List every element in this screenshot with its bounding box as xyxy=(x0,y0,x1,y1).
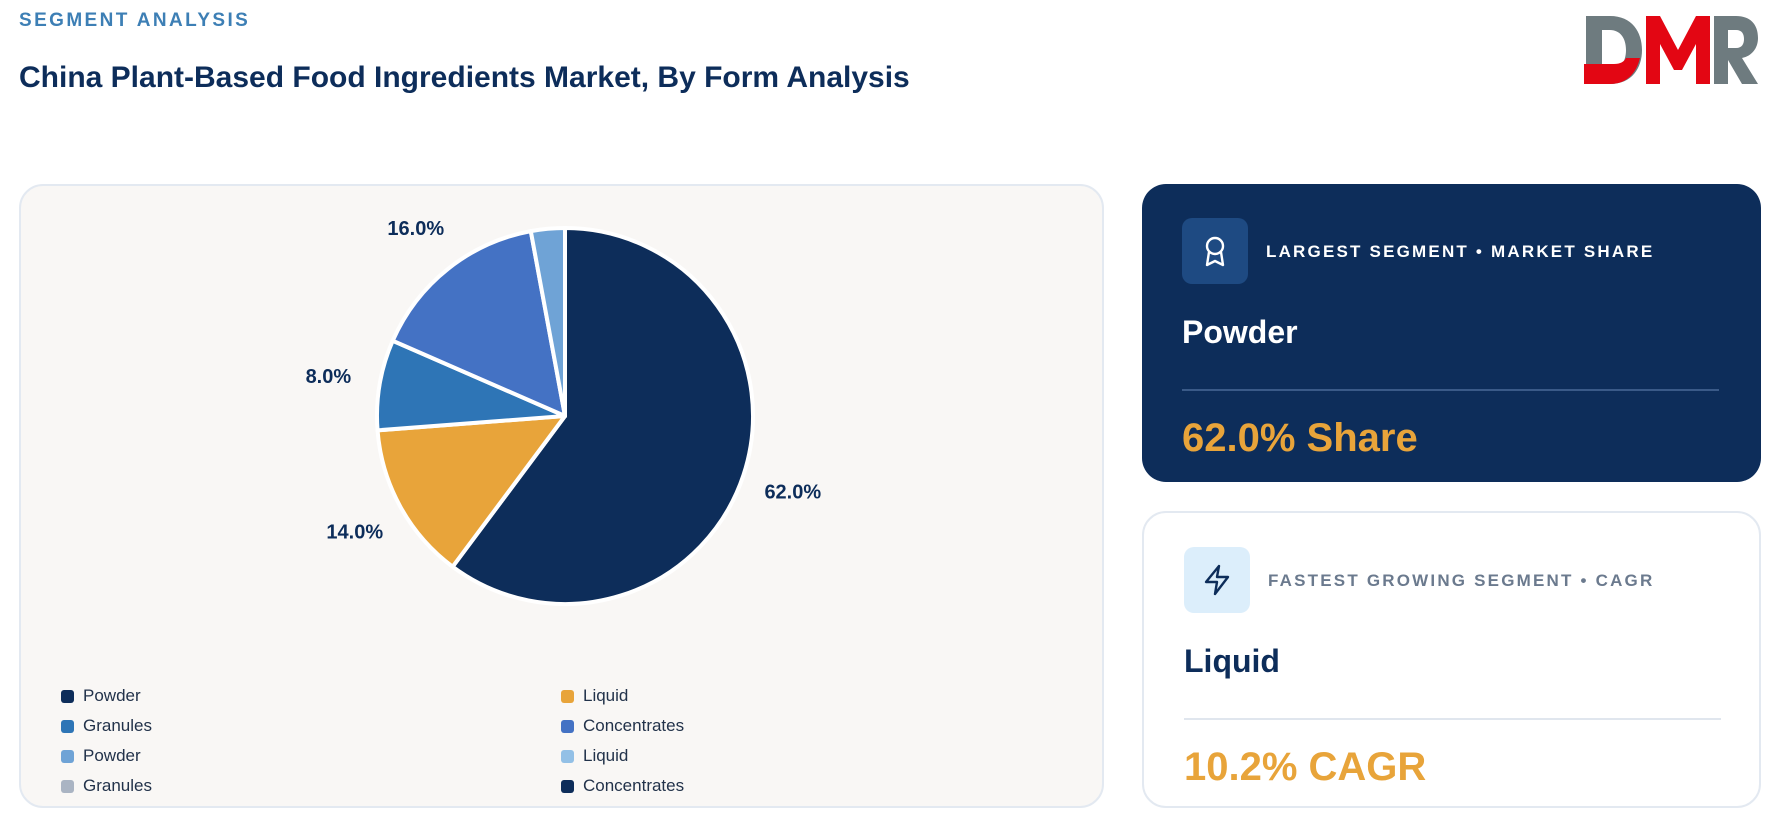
dmr-logo xyxy=(1584,16,1758,84)
pie-slice-concentrates xyxy=(390,229,567,418)
page-title: China Plant-Based Food Ingredients Marke… xyxy=(19,61,910,94)
slice-label: 14.0% xyxy=(326,522,383,544)
divider xyxy=(1184,718,1721,720)
legend-swatch xyxy=(61,779,74,793)
slice-label: 3.0% xyxy=(520,186,566,189)
fastest-segment-name: Liquid xyxy=(1184,643,1280,679)
section-eyebrow: SEGMENT ANALYSIS xyxy=(19,10,251,31)
legend-item: Powder xyxy=(61,686,561,706)
award-icon xyxy=(1182,218,1248,284)
legend-label: Concentrates xyxy=(583,716,685,735)
slice-label: 8.0% xyxy=(306,366,352,388)
legend-label: Liquid xyxy=(583,686,629,705)
legend-label: Liquid xyxy=(583,746,629,765)
largest-segment-name: Powder xyxy=(1182,314,1298,350)
lightning-icon xyxy=(1184,547,1250,613)
legend-label: Granules xyxy=(83,716,152,735)
slice-label: 62.0% xyxy=(764,482,821,504)
legend-swatch xyxy=(61,689,74,703)
legend-item: Powder xyxy=(61,746,561,766)
pie-slice-liquid xyxy=(375,414,567,569)
legend-label: Powder xyxy=(83,746,141,765)
largest-segment-value: 62.0% Share xyxy=(1182,416,1418,460)
legend-item: Liquid xyxy=(561,686,761,706)
legend-item: Liquid xyxy=(561,746,761,766)
legend-item: Concentrates xyxy=(561,716,761,736)
fastest-segment-card: FASTEST GROWING SEGMENT • CAGR Liquid 10… xyxy=(1142,511,1761,808)
legend-swatch xyxy=(61,749,74,763)
legend-label: Granules xyxy=(83,776,152,795)
legend-item: Granules xyxy=(61,716,561,736)
chart-legend: Powder Liquid Granules Concentrates Powder Li… xyxy=(61,686,761,796)
legend-swatch xyxy=(561,779,574,793)
pie-slice-powder xyxy=(450,226,755,606)
pie-slice-powder xyxy=(528,226,567,418)
largest-segment-label: LARGEST SEGMENT • MARKET SHARE xyxy=(1266,242,1655,261)
legend-swatch xyxy=(561,719,574,733)
legend-item: Granules xyxy=(61,776,561,796)
legend-label: Concentrates xyxy=(583,776,685,795)
legend-swatch xyxy=(561,689,574,703)
largest-segment-card: LARGEST SEGMENT • MARKET SHARE Powder 62… xyxy=(1142,184,1761,482)
legend-label: Powder xyxy=(83,686,141,705)
chart-card: 62.0% 14.0% 8.0% 16.0% 3.0% Powder Liquid Gran… xyxy=(19,184,1104,808)
fastest-segment-label: FASTEST GROWING SEGMENT • CAGR xyxy=(1268,571,1655,590)
legend-swatch xyxy=(61,719,74,733)
pie-chart: 62.0% 14.0% 8.0% 16.0% 3.0% xyxy=(306,186,821,606)
legend-item: Concentrates xyxy=(561,776,761,796)
slice-label: 16.0% xyxy=(387,218,444,240)
legend-swatch xyxy=(561,749,574,763)
divider xyxy=(1182,389,1719,391)
fastest-segment-value: 10.2% CAGR xyxy=(1184,745,1427,789)
